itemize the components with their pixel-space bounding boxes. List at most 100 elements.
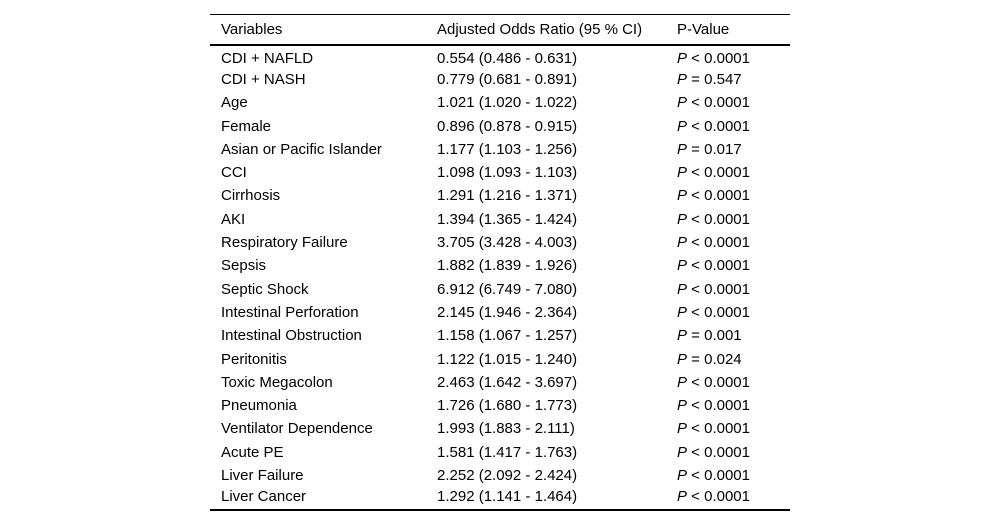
- table-row: Liver Failure 2.252 (2.092 - 2.424) P < 0.…: [210, 464, 790, 487]
- table-row: Asian or Pacific Islander 1.177 (1.103 - …: [210, 138, 790, 161]
- table-row: AKI 1.394 (1.365 - 1.424) P < 0.0001: [210, 208, 790, 231]
- variable-cell: Acute PE: [221, 443, 284, 461]
- odds-ratio-table: Variables Adjusted Odds Ratio (95 % CI) …: [210, 14, 790, 512]
- variable-cell: Ventilator Dependence: [221, 420, 373, 438]
- adjusted-odds-ratio-cell: 2.252 (2.092 - 2.424): [437, 466, 578, 484]
- p-symbol: P: [677, 373, 688, 391]
- adjusted-odds-ratio-cell: 1.581 (1.417 - 1.763): [437, 443, 578, 461]
- p-value-cell: P < 0.0001: [677, 234, 750, 252]
- p-symbol: P: [677, 164, 688, 182]
- table-row: Intestinal Obstruction 1.158 (1.067 - 1.2…: [210, 324, 790, 347]
- p-value-cell: P < 0.0001: [677, 443, 750, 461]
- variable-cell: Sepsis: [221, 257, 267, 275]
- p-symbol: P: [677, 397, 688, 415]
- table-row: Acute PE 1.581 (1.417 - 1.763) P < 0.0001: [210, 441, 790, 464]
- p-symbol: P: [677, 187, 688, 205]
- variable-cell: Intestinal Obstruction: [221, 327, 362, 345]
- p-symbol: P: [677, 140, 688, 158]
- table-row: Peritonitis 1.122 (1.015 - 1.240) P = 0.02…: [210, 347, 790, 370]
- table-row: CCI 1.098 (1.093 - 1.103) P < 0.0001: [210, 161, 790, 184]
- table-body: CDI + NAFLD 0.554 (0.486 - 0.631) P < 0.00…: [210, 45, 790, 511]
- table-row: Sepsis 1.882 (1.839 - 1.926) P < 0.0001: [210, 254, 790, 277]
- p-symbol: P: [677, 49, 688, 67]
- p-value-cell: P < 0.0001: [677, 187, 750, 205]
- adjusted-odds-ratio-cell: 1.726 (1.680 - 1.773): [437, 397, 578, 415]
- table-row: Liver Cancer 1.292 (1.141 - 1.464) P < 0.0…: [210, 487, 790, 510]
- header-variables: Variables: [210, 14, 437, 46]
- variable-cell: AKI: [221, 210, 246, 228]
- p-value-cell: P < 0.0001: [677, 280, 750, 298]
- p-symbol: P: [677, 257, 688, 275]
- table-row: Respiratory Failure 3.705 (3.428 - 4.003)…: [210, 231, 790, 254]
- variable-cell: Septic Shock: [221, 280, 309, 298]
- variable-cell: Liver Cancer: [221, 488, 307, 506]
- adjusted-odds-ratio-cell: 1.177 (1.103 - 1.256): [437, 140, 578, 158]
- p-symbol: P: [677, 234, 688, 252]
- variable-cell: Cirrhosis: [221, 187, 281, 205]
- adjusted-odds-ratio-cell: 1.291 (1.216 - 1.371): [437, 187, 578, 205]
- adjusted-odds-ratio-cell: 1.394 (1.365 - 1.424): [437, 210, 578, 228]
- p-value-cell: P < 0.0001: [677, 397, 750, 415]
- p-value-cell: P < 0.0001: [677, 373, 750, 391]
- p-value-cell: P < 0.0001: [677, 257, 750, 275]
- variable-cell: Peritonitis: [221, 350, 287, 368]
- table-row: Female 0.896 (0.878 - 0.915) P < 0.0001: [210, 114, 790, 137]
- header-adjusted-odds-ratio: Adjusted Odds Ratio (95 % CI): [437, 14, 677, 46]
- table-header: Variables Adjusted Odds Ratio (95 % CI) …: [210, 14, 790, 46]
- p-value-cell: P < 0.0001: [677, 117, 750, 135]
- table-row: Septic Shock 6.912 (6.749 - 7.080) P < 0.0…: [210, 277, 790, 300]
- p-value-cell: P < 0.0001: [677, 420, 750, 438]
- p-symbol: P: [677, 303, 688, 321]
- p-value-cell: P < 0.0001: [677, 210, 750, 228]
- adjusted-odds-ratio-cell: 1.122 (1.015 - 1.240): [437, 350, 578, 368]
- p-value-cell: P = 0.547: [677, 70, 742, 88]
- header-p-value: P-Value: [677, 14, 790, 46]
- odds-ratio-table-container: Variables Adjusted Odds Ratio (95 % CI) …: [210, 14, 790, 512]
- p-value-cell: P = 0.024: [677, 350, 742, 368]
- p-symbol: P: [677, 420, 688, 438]
- p-value-cell: P = 0.017: [677, 140, 742, 158]
- adjusted-odds-ratio-cell: 1.292 (1.141 - 1.464): [437, 488, 578, 506]
- p-value-cell: P = 0.001: [677, 327, 742, 345]
- variable-cell: Respiratory Failure: [221, 234, 348, 252]
- table-row: Toxic Megacolon 2.463 (1.642 - 3.697) P < …: [210, 371, 790, 394]
- p-symbol: P: [677, 488, 688, 506]
- p-symbol: P: [677, 327, 688, 345]
- adjusted-odds-ratio-cell: 0.779 (0.681 - 0.891): [437, 70, 578, 88]
- variable-cell: Toxic Megacolon: [221, 373, 333, 391]
- variable-cell: CDI + NAFLD: [221, 49, 314, 67]
- adjusted-odds-ratio-cell: 1.158 (1.067 - 1.257): [437, 327, 578, 345]
- p-symbol: P: [677, 70, 688, 88]
- adjusted-odds-ratio-cell: 2.145 (1.946 - 2.364): [437, 303, 578, 321]
- p-symbol: P: [677, 94, 688, 112]
- table-row: Ventilator Dependence 1.993 (1.883 - 2.11…: [210, 417, 790, 440]
- adjusted-odds-ratio-cell: 6.912 (6.749 - 7.080): [437, 280, 578, 298]
- adjusted-odds-ratio-cell: 0.896 (0.878 - 0.915): [437, 117, 578, 135]
- p-value-cell: P < 0.0001: [677, 94, 750, 112]
- table-row: Intestinal Perforation 2.145 (1.946 - 2.3…: [210, 301, 790, 324]
- adjusted-odds-ratio-cell: 1.882 (1.839 - 1.926): [437, 257, 578, 275]
- p-value-cell: P < 0.0001: [677, 164, 750, 182]
- variable-cell: Female: [221, 117, 272, 135]
- adjusted-odds-ratio-cell: 1.021 (1.020 - 1.022): [437, 94, 578, 112]
- variable-cell: Liver Failure: [221, 466, 304, 484]
- header-row: Variables Adjusted Odds Ratio (95 % CI) …: [210, 14, 790, 46]
- variable-cell: Asian or Pacific Islander: [221, 140, 382, 158]
- adjusted-odds-ratio-cell: 1.098 (1.093 - 1.103): [437, 164, 578, 182]
- adjusted-odds-ratio-cell: 0.554 (0.486 - 0.631): [437, 49, 578, 67]
- adjusted-odds-ratio-cell: 1.993 (1.883 - 2.111): [437, 420, 575, 438]
- table-row: Age 1.021 (1.020 - 1.022) P < 0.0001: [210, 91, 790, 114]
- table-row: Pneumonia 1.726 (1.680 - 1.773) P < 0.0001: [210, 394, 790, 417]
- p-symbol: P: [677, 210, 688, 228]
- p-value-cell: P < 0.0001: [677, 49, 750, 67]
- variable-cell: CCI: [221, 164, 247, 182]
- variable-cell: Age: [221, 94, 248, 112]
- p-symbol: P: [677, 443, 688, 461]
- p-value-cell: P < 0.0001: [677, 303, 750, 321]
- table-row: Cirrhosis 1.291 (1.216 - 1.371) P < 0.0001: [210, 184, 790, 207]
- p-symbol: P: [677, 280, 688, 298]
- variable-cell: CDI + NASH: [221, 70, 306, 88]
- p-symbol: P: [677, 466, 688, 484]
- variable-cell: Intestinal Perforation: [221, 303, 359, 321]
- p-value-cell: P < 0.0001: [677, 466, 750, 484]
